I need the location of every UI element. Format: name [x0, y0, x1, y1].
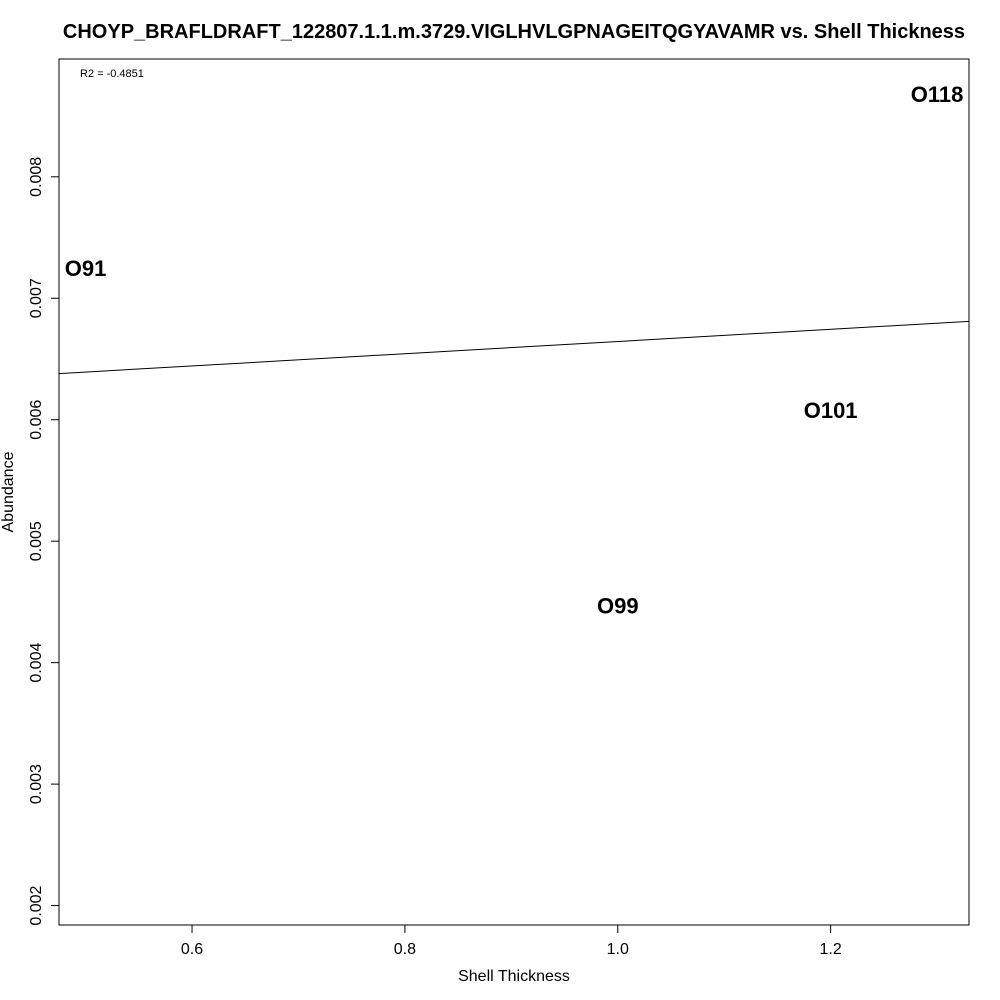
- x-tick-label: 0.6: [181, 941, 203, 958]
- y-tick-label: 0.005: [28, 521, 45, 561]
- y-axis-label: Abundance: [0, 451, 17, 532]
- fit-line-layer: [58, 320, 970, 375]
- r2-annotation: R2 = -0.4851: [80, 68, 144, 80]
- y-axis: 0.002 0.003 0.004 0.005 0.006 0.007 0.008: [28, 157, 60, 926]
- point-label-o101: O101: [804, 398, 858, 423]
- x-tick-label: 0.8: [394, 941, 416, 958]
- plot-frame: [58, 58, 970, 926]
- y-tick-label: 0.006: [28, 400, 45, 440]
- chart-title: CHOYP_BRAFLDRAFT_122807.1.1.m.3729.VIGLH…: [63, 21, 965, 43]
- y-tick-label: 0.002: [28, 885, 45, 925]
- point-labels-layer: O91 O99 O101 O118: [65, 82, 964, 618]
- point-label-o91: O91: [65, 256, 107, 281]
- point-label-o118: O118: [911, 82, 964, 107]
- x-tick-label: 1.0: [607, 941, 629, 958]
- x-axis-label: Shell Thickness: [458, 968, 570, 985]
- y-tick-label: 0.007: [28, 278, 45, 318]
- y-tick-label: 0.008: [28, 157, 45, 197]
- point-label-o99: O99: [597, 594, 639, 619]
- x-tick-label: 1.2: [820, 941, 842, 958]
- x-axis: 0.6 0.8 1.0 1.2: [181, 924, 842, 958]
- y-tick-label: 0.003: [28, 764, 45, 804]
- y-tick-label: 0.004: [28, 643, 45, 683]
- regression-line: [58, 320, 970, 375]
